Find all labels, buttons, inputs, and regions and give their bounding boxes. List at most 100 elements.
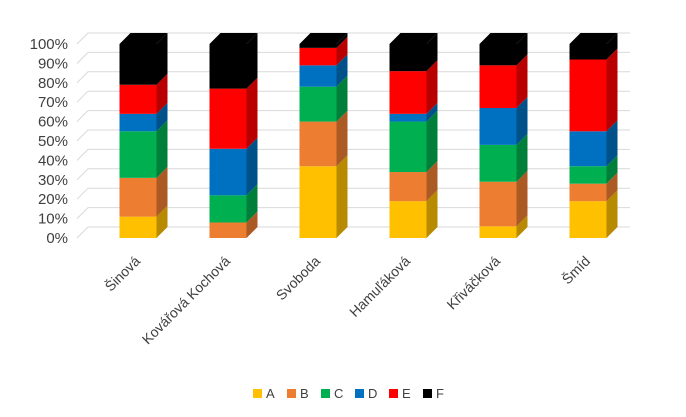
bar-segment-D (479, 108, 517, 145)
bar-segment-A (569, 201, 607, 238)
y-tick-label: 10% (38, 211, 68, 228)
bar-segment-E (209, 88, 247, 149)
legend-item: F (423, 386, 444, 401)
bar-segment-F (119, 44, 157, 85)
bar-segment-C (479, 144, 517, 182)
bar-segment-side-E (516, 54, 528, 109)
legend-item: D (355, 386, 377, 401)
gridline (76, 207, 630, 219)
bar-segment-F (479, 44, 517, 66)
bar-stack (479, 33, 528, 238)
y-tick-label: 20% (38, 191, 68, 208)
bar-segment-side-E (336, 36, 348, 66)
bar-segment-side-E (156, 73, 168, 114)
gridline (76, 110, 630, 122)
legend-item: C (321, 386, 343, 401)
y-tick-label: 30% (38, 172, 68, 189)
category-label: Svoboda (273, 253, 324, 304)
legend: A B C D E F (253, 386, 444, 401)
gridline (76, 129, 630, 142)
grid-lines (76, 32, 630, 239)
bar-segment-A (119, 216, 157, 238)
bar-segment-side-D (426, 102, 438, 122)
bar-segment-side-C (246, 184, 258, 223)
bar-segment-side-B (606, 172, 618, 202)
bar-segment-side-C (336, 75, 348, 122)
bar-segment-F (569, 44, 607, 60)
y-tick-label: 60% (38, 114, 68, 131)
y-axis-tick-labels: 0% 10% 20% 30% 40% 50% 60% 70% 80% 90% 100% (30, 36, 68, 247)
legend-item: B (287, 386, 309, 401)
bar-top-face (119, 33, 168, 44)
legend-swatch (355, 389, 364, 398)
bar-segment-C (389, 121, 427, 173)
bar-stack (209, 33, 258, 238)
y-tick-label: 80% (38, 75, 68, 92)
gridline (76, 168, 630, 181)
bar-segment-side-A (426, 190, 438, 238)
bar-segment-D (389, 113, 427, 122)
bar-segment-B (299, 121, 337, 167)
legend-swatch (423, 389, 432, 398)
bar-top-face (299, 33, 348, 44)
bar-segment-side-D (336, 54, 348, 87)
y-tick-label: 50% (38, 133, 68, 150)
legend-label: A (266, 386, 275, 401)
bar-top-face (569, 33, 618, 44)
gridline (76, 71, 630, 84)
bar-segment-side-B (426, 161, 438, 202)
bar-segment-C (299, 86, 337, 122)
legend-swatch (287, 389, 296, 398)
gridline (76, 90, 630, 103)
legend-label: E (402, 386, 411, 401)
bar-segment-side-B (156, 166, 168, 217)
bar-top-face (479, 33, 528, 44)
bar-segment-A (389, 201, 427, 238)
gridline (76, 226, 630, 239)
legend-swatch (389, 389, 398, 398)
legend-item: E (389, 386, 411, 401)
bar-segment-B (479, 181, 517, 227)
bar-segment-side-D (156, 102, 168, 132)
bar-segment-E (569, 59, 607, 132)
bar-segment-E (299, 47, 337, 66)
gridline (76, 187, 630, 200)
y-tick-label: 100% (30, 36, 68, 53)
bar-segment-C (119, 131, 157, 178)
bar-segment-side-D (246, 137, 258, 196)
legend-label: C (334, 386, 343, 401)
bar-segment-side-B (516, 170, 528, 227)
bar-segment-F (389, 44, 427, 72)
bar-segment-F (209, 44, 247, 89)
bar-segment-B (119, 177, 157, 217)
legend-label: B (300, 386, 309, 401)
bar-top-face (389, 33, 438, 44)
bar-segment-A (479, 226, 517, 238)
legend-swatch (253, 389, 262, 398)
bar-segment-side-F (336, 33, 348, 48)
bar-segment-D (299, 65, 337, 87)
bar-stack (389, 33, 438, 238)
bar-segment-E (119, 84, 157, 114)
bar-segment-side-A (156, 205, 168, 238)
bar-segment-B (389, 172, 427, 202)
bar-segment-side-B (246, 211, 258, 238)
bar-segment-side-F (516, 33, 528, 66)
gridline (76, 148, 630, 161)
bar-segment-side-C (516, 133, 528, 182)
bar-stack (569, 33, 618, 238)
gridline (76, 32, 630, 45)
y-tick-label: 70% (38, 94, 68, 111)
bar-segment-side-A (336, 155, 348, 238)
bar-segment-D (209, 148, 247, 196)
legend-label: D (368, 386, 377, 401)
category-label: Šinová (102, 253, 144, 295)
bar-segment-side-F (156, 33, 168, 85)
bar-segment-side-A (606, 190, 618, 238)
bar-segment-side-C (426, 110, 438, 173)
bar-segment-side-F (426, 33, 438, 72)
legend-item: A (253, 386, 275, 401)
bars (119, 33, 618, 238)
